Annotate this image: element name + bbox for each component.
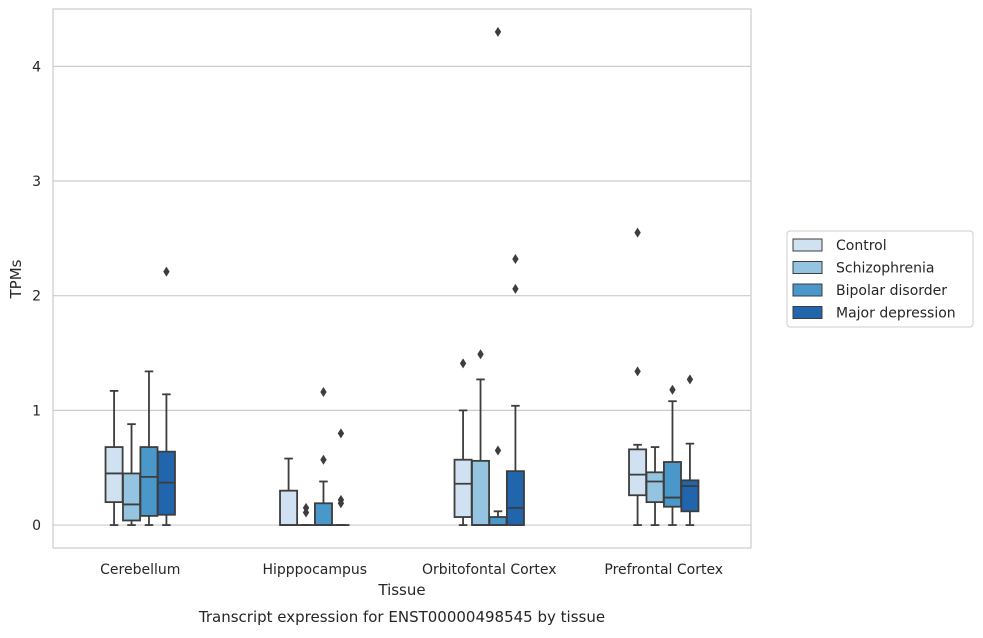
box-body [122,472,141,522]
outlier-point [686,374,694,385]
box-body [628,448,648,497]
legend-swatch [792,261,823,274]
outlier-point [494,26,502,37]
x-tick-label: Orbitofontal Cortex [422,562,557,578]
box-body [505,470,525,526]
outlier-point [634,227,641,238]
outlier-point [512,254,519,265]
y-tick-label: 2 [32,289,41,305]
outlier-point [669,384,676,395]
box-body [279,489,299,526]
box-body [645,471,665,504]
outlier-point [320,454,327,465]
box [297,502,315,526]
box [680,374,700,526]
legend-label: Schizophrenia [836,261,934,277]
x-axis-label: Tissue [377,581,425,599]
box-body [488,516,508,526]
box-series [104,26,700,526]
box [332,428,350,526]
x-tick-label: Prefrontal Cortex [604,562,723,578]
outlier-point [634,366,641,377]
box [279,457,299,526]
y-tick-label: 4 [32,59,41,75]
legend-swatch [792,306,823,319]
legend-label: Major depression [836,306,956,322]
box [314,387,333,526]
box-body [139,446,159,517]
chart-caption: Transcript expression for ENST0000049854… [198,608,605,626]
x-tick-label: Cerebellum [100,562,180,578]
outlier-point [337,494,345,505]
box-body [314,502,333,526]
outlier-point [477,349,484,360]
box-body [680,479,700,513]
y-tick-label: 3 [32,174,41,190]
box [505,254,525,526]
box-body [453,458,473,518]
box [139,370,159,526]
box-body [471,459,490,526]
outlier-point [494,445,502,456]
outlier-point [320,387,327,398]
outlier-point [512,283,519,294]
outlier-point [302,502,310,513]
y-axis-label: TPMs [7,259,25,299]
legend: Control Schizophrenia Bipolar disorder Majo… [786,230,974,328]
x-tick-label: Hipppocampus [262,562,367,578]
box-body [104,446,124,504]
legend-frame [786,230,974,328]
legend-swatch [792,283,823,297]
y-tick-label: 1 [32,403,41,419]
box [156,266,176,526]
legend-swatch [792,238,823,252]
outlier-point [459,358,467,369]
box [471,349,490,526]
box-body [663,461,682,508]
legend-label: Bipolar disorder [836,283,947,299]
box [104,389,124,526]
box [488,26,508,526]
box [453,358,473,526]
y-tick-label: 0 [32,518,41,534]
outlier-point [163,266,170,277]
box [645,446,665,526]
x-tick-labels: Cerebellum Hipppocampus Orbitofontal Corte… [100,562,723,578]
y-tick-labels: 0 1 2 3 4 [32,59,41,534]
legend-label: Control [836,238,887,254]
outlier-point [337,428,345,439]
